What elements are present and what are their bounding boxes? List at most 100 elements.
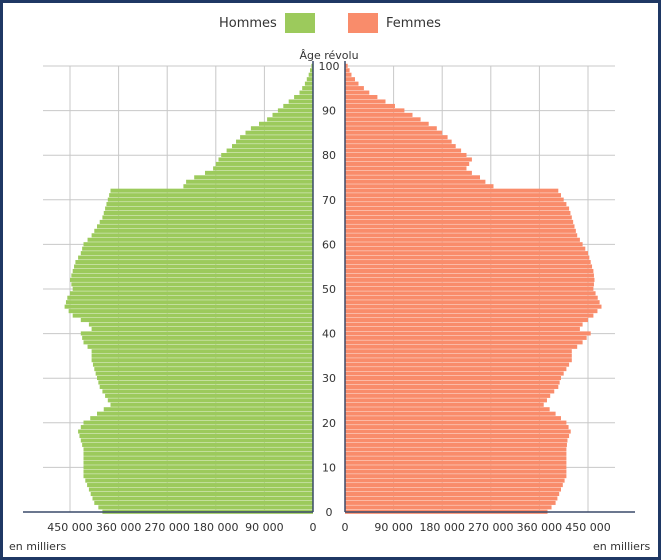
bar-hommes-age-21 xyxy=(90,416,313,421)
bar-hommes-age-53 xyxy=(71,273,313,278)
bar-hommes-age-7 xyxy=(85,478,313,483)
bar-hommes-age-4 xyxy=(90,491,313,497)
bar-hommes-age-20 xyxy=(83,420,313,425)
bar-femmes-age-95 xyxy=(345,86,364,91)
bar-femmes-age-56 xyxy=(345,260,591,265)
bar-femmes-age-90 xyxy=(345,108,405,113)
bar-femmes-age-50 xyxy=(345,286,594,291)
bar-hommes-age-36 xyxy=(91,349,313,354)
bar-femmes-age-60 xyxy=(345,242,583,247)
bar-femmes-age-44 xyxy=(345,313,594,318)
bar-femmes-age-75 xyxy=(345,175,480,180)
bar-hommes-age-35 xyxy=(91,353,313,358)
bar-femmes-age-3 xyxy=(345,496,558,501)
bar-femmes-age-67 xyxy=(345,210,571,216)
bar-hommes-age-44 xyxy=(72,313,313,318)
bar-hommes-age-12 xyxy=(83,456,313,461)
x-tick-label-left: 450 000 xyxy=(47,521,93,534)
bar-femmes-age-94 xyxy=(345,90,370,95)
bar-femmes-age-8 xyxy=(345,474,567,479)
bar-femmes-age-12 xyxy=(345,456,567,461)
bar-femmes-age-40 xyxy=(345,331,591,336)
bar-hommes-age-48 xyxy=(67,295,313,300)
bar-hommes-age-66 xyxy=(102,215,314,220)
bar-femmes-age-61 xyxy=(345,237,580,242)
bar-femmes-age-10 xyxy=(345,465,567,470)
age-tick-label: 70 xyxy=(322,194,336,207)
x-tick-label-left: 360 000 xyxy=(96,521,142,534)
bar-hommes-age-16 xyxy=(80,438,313,443)
bar-hommes-age-97 xyxy=(306,77,313,82)
bar-hommes-age-43 xyxy=(80,318,313,323)
age-tick-label: 90 xyxy=(322,105,336,118)
bar-femmes-age-74 xyxy=(345,179,486,184)
bar-femmes-age-34 xyxy=(345,358,572,363)
bar-femmes-age-78 xyxy=(345,161,470,166)
bar-femmes-age-98 xyxy=(345,72,352,77)
age-tick-label: 30 xyxy=(322,372,336,385)
age-tick-label: 80 xyxy=(322,149,336,162)
legend-label-femmes: Femmes xyxy=(386,15,441,31)
bar-hommes-age-72 xyxy=(110,188,313,193)
bar-femmes-age-37 xyxy=(345,344,578,349)
bar-femmes-age-41 xyxy=(345,326,580,331)
bar-hommes-age-39 xyxy=(82,335,314,340)
bar-hommes-age-10 xyxy=(83,465,313,470)
bar-femmes-age-11 xyxy=(345,460,567,465)
bar-femmes-age-32 xyxy=(345,367,567,372)
bar-femmes-age-52 xyxy=(345,277,595,282)
bar-hommes-age-14 xyxy=(83,447,313,452)
bar-hommes-age-59 xyxy=(82,246,314,251)
bar-femmes-age-97 xyxy=(345,77,355,82)
bar-hommes-age-25 xyxy=(107,398,313,403)
bar-hommes-age-40 xyxy=(80,331,313,336)
age-tick-label: 10 xyxy=(322,461,336,474)
bar-femmes-age-96 xyxy=(345,81,359,86)
age-tick-label: 0 xyxy=(326,506,333,519)
bar-femmes-age-99 xyxy=(345,68,350,73)
bar-femmes-age-70 xyxy=(345,197,564,202)
bar-hommes-age-49 xyxy=(70,291,313,296)
bar-hommes-age-51 xyxy=(71,282,313,287)
bar-hommes-age-26 xyxy=(105,393,313,398)
bar-hommes-age-89 xyxy=(272,112,313,117)
bar-femmes-age-51 xyxy=(345,282,594,287)
bar-hommes-age-23 xyxy=(103,407,313,412)
bar-femmes-age-23 xyxy=(345,407,550,412)
bar-femmes-age-7 xyxy=(345,478,565,483)
x-tick-label-left: 270 000 xyxy=(144,521,190,534)
bar-hommes-age-17 xyxy=(79,433,313,439)
bar-femmes-age-89 xyxy=(345,112,413,117)
bar-femmes-age-93 xyxy=(345,95,378,100)
bar-hommes-age-77 xyxy=(213,166,313,171)
bar-femmes-age-36 xyxy=(345,349,572,354)
legend-item-hommes: Hommes xyxy=(219,13,315,33)
bar-femmes-age-66 xyxy=(345,215,572,220)
bar-femmes-age-69 xyxy=(345,202,567,207)
unit-label-left: en milliers xyxy=(9,540,67,553)
bar-hommes-age-11 xyxy=(83,460,313,465)
bar-femmes-age-57 xyxy=(345,255,590,260)
bar-hommes-age-79 xyxy=(218,157,313,162)
bar-femmes-age-28 xyxy=(345,384,559,389)
bar-femmes-age-18 xyxy=(345,429,571,434)
bar-hommes-age-67 xyxy=(103,210,313,216)
center-axis-label: Âge révolu xyxy=(299,49,358,62)
bar-femmes-age-76 xyxy=(345,170,472,175)
bar-hommes-age-47 xyxy=(65,300,313,305)
bar-hommes-age-54 xyxy=(72,268,313,274)
bar-hommes-age-8 xyxy=(83,474,313,479)
legend-label-hommes: Hommes xyxy=(219,15,277,31)
bar-femmes-age-53 xyxy=(345,273,594,278)
bar-femmes-age-16 xyxy=(345,438,568,443)
bar-femmes-age-5 xyxy=(345,487,561,492)
age-tick-label: 100 xyxy=(319,60,340,73)
x-tick-label-right: 0 xyxy=(342,521,349,534)
bar-femmes-age-85 xyxy=(345,130,443,135)
bar-femmes-age-87 xyxy=(345,121,429,126)
bar-hommes-age-46 xyxy=(64,304,313,309)
bar-femmes-age-27 xyxy=(345,389,555,394)
bar-femmes-age-64 xyxy=(345,224,575,229)
bar-hommes-age-9 xyxy=(83,469,313,474)
bar-femmes-age-6 xyxy=(345,483,563,488)
